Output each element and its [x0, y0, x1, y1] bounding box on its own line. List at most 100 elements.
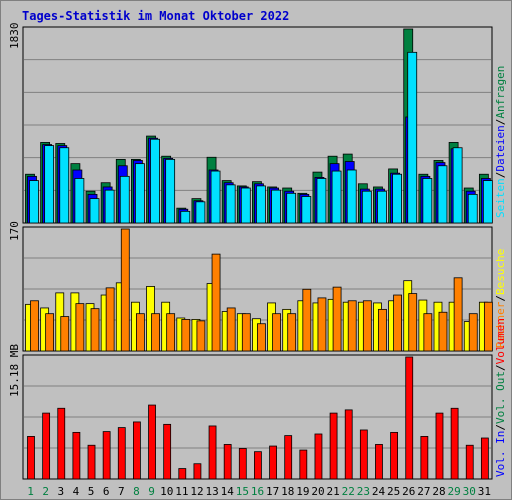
chart-title: Tages-Statistik im Monat Oktober 2022	[22, 9, 290, 23]
day-label: 15	[236, 485, 249, 498]
legend-rechner: Rechner	[494, 301, 507, 348]
bar-seiten	[104, 189, 115, 224]
bar-seiten	[422, 178, 433, 224]
day-label: 20	[311, 485, 324, 498]
bar-rechner	[378, 308, 387, 352]
day-label: 25	[387, 485, 400, 498]
bar-rechner	[211, 253, 221, 352]
legend-visits: Rechner/Besuche	[494, 249, 507, 348]
bar-seiten	[346, 169, 357, 224]
bar-rechner	[362, 300, 372, 352]
bar-rechner	[120, 228, 130, 352]
bar-volumen	[390, 431, 398, 480]
bar-volumen	[148, 404, 156, 480]
bar-volumen	[359, 429, 368, 480]
bar-volumen	[299, 449, 308, 480]
ymax-volume: 15.18 MB	[8, 344, 21, 397]
bar-volumen	[102, 431, 111, 480]
legend-vol_out: Vol. Out	[494, 371, 507, 424]
bar-volumen	[269, 445, 277, 480]
legend-vol_in: Vol. In	[494, 431, 507, 477]
day-label: 10	[160, 485, 173, 498]
bar-rechner	[241, 313, 251, 352]
bar-rechner	[287, 313, 297, 352]
bar-volumen	[329, 412, 338, 480]
bar-rechner	[257, 323, 266, 352]
bar-rechner	[90, 308, 100, 352]
day-label: 23	[357, 485, 370, 498]
day-label: 22	[342, 485, 355, 498]
legend-separator: /	[494, 119, 507, 126]
ymax-visits: 170	[8, 221, 21, 241]
bar-volumen	[133, 421, 141, 480]
day-label: 31	[478, 485, 491, 498]
bar-seiten	[225, 184, 236, 224]
legend-separator: /	[494, 364, 507, 371]
bar-volumen	[314, 433, 323, 480]
bar-volumen	[465, 444, 474, 480]
bar-seiten	[256, 185, 266, 224]
bar-rechner	[181, 319, 191, 352]
bar-volumen	[375, 444, 383, 480]
day-label: 8	[133, 485, 140, 498]
bar-volumen	[480, 437, 489, 480]
bar-seiten	[331, 170, 342, 224]
day-label: 26	[402, 485, 415, 498]
bar-rechner	[317, 297, 327, 352]
legend-dateien: Dateien	[494, 125, 507, 171]
legend-separator: /	[494, 424, 507, 431]
bar-rechner	[136, 313, 145, 352]
day-label: 16	[251, 485, 264, 498]
bar-rechner	[60, 316, 70, 352]
bar-volumen	[27, 436, 35, 480]
day-label: 29	[448, 485, 461, 498]
bar-seiten	[361, 190, 372, 224]
bar-volumen	[420, 436, 429, 480]
bar-seiten	[195, 201, 206, 224]
day-label: 6	[103, 485, 110, 498]
day-label: 1	[27, 485, 34, 498]
day-label: 2	[42, 485, 49, 498]
bar-volumen	[223, 444, 232, 480]
day-label: 14	[221, 485, 235, 498]
bar-rechner	[75, 303, 85, 352]
day-label: 21	[327, 485, 340, 498]
bar-rechner	[45, 313, 55, 352]
legend-seiten: Seiten	[494, 178, 507, 218]
bar-volumen	[178, 468, 187, 480]
bar-rechner	[453, 277, 463, 352]
bar-seiten	[271, 189, 281, 224]
day-label: 18	[281, 485, 294, 498]
bar-rechner	[423, 313, 433, 352]
bar-rechner	[347, 300, 357, 352]
bar-seiten	[119, 175, 130, 224]
bar-rechner	[105, 287, 115, 352]
bar-rechner	[393, 294, 402, 352]
ymax-requests: 1830	[8, 23, 21, 50]
bar-volumen	[254, 451, 262, 480]
bar-seiten	[392, 173, 402, 224]
day-label: 5	[88, 485, 95, 498]
bar-seiten	[407, 51, 418, 224]
bar-volumen	[344, 409, 353, 480]
bar-rechner	[468, 313, 478, 352]
bar-seiten	[467, 193, 478, 224]
bar-volumen	[72, 431, 81, 480]
day-label: 11	[175, 485, 188, 498]
day-label: 17	[266, 485, 279, 498]
bar-volumen	[208, 425, 217, 480]
bar-volumen	[405, 356, 414, 480]
day-label: 27	[417, 485, 430, 498]
bar-rechner	[408, 293, 418, 352]
bar-volumen	[450, 407, 459, 480]
bar-seiten	[377, 190, 387, 224]
bar-seiten	[452, 147, 463, 224]
day-label: 12	[190, 485, 203, 498]
legend-separator: /	[494, 172, 507, 179]
bar-rechner	[166, 313, 176, 352]
day-label: 4	[73, 485, 80, 498]
bar-volumen	[163, 423, 172, 480]
legend-volume: Vol. In/Vol. Out/Volumen	[494, 318, 507, 477]
day-label: 3	[58, 485, 65, 498]
